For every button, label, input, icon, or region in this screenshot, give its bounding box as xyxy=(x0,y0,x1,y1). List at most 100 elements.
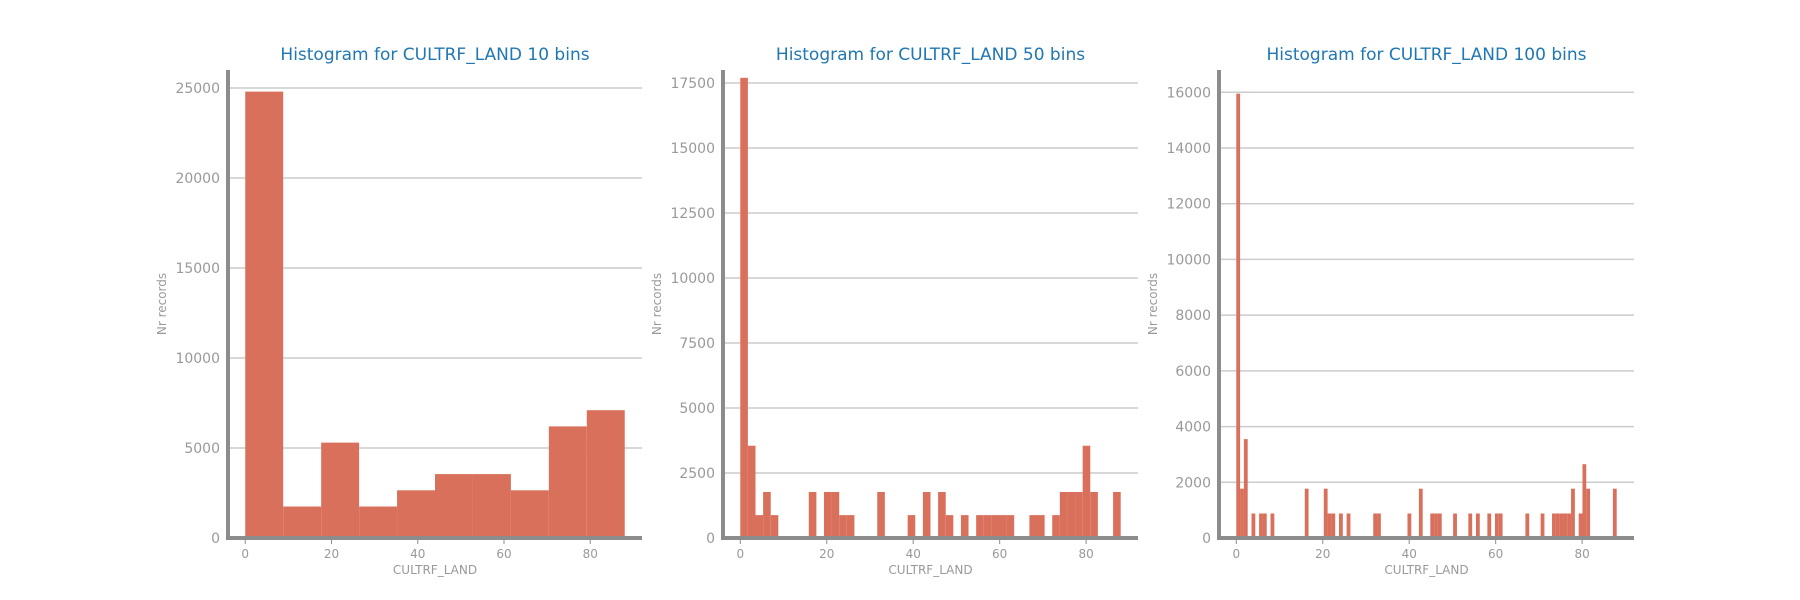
histogram-bar xyxy=(1468,513,1473,538)
histogram-bar xyxy=(1067,491,1076,538)
y-tick-label: 16000 xyxy=(1166,85,1211,101)
histogram-bar xyxy=(1563,513,1568,538)
histogram-bar xyxy=(839,515,847,538)
x-axis-label: CULTRF_LAND xyxy=(888,563,972,577)
y-tick-label: 10000 xyxy=(1166,252,1211,268)
histogram-bar xyxy=(1052,515,1060,538)
x-tick-label: 20 xyxy=(819,547,834,561)
histogram-bar xyxy=(1430,513,1435,538)
histogram-bar xyxy=(1082,445,1091,538)
histogram-bar xyxy=(1582,464,1587,538)
histogram-bar xyxy=(770,515,779,538)
histogram-bar xyxy=(1578,513,1583,538)
y-tick-label: 17500 xyxy=(670,76,715,92)
histogram-bar xyxy=(1259,513,1263,538)
histogram-bar xyxy=(1373,513,1378,538)
histogram-bar xyxy=(1304,488,1309,538)
histogram-bar xyxy=(922,491,931,538)
histogram-bar xyxy=(808,491,817,538)
histogram-bar xyxy=(1434,513,1438,538)
histogram-bar xyxy=(755,515,764,538)
histogram-bar xyxy=(1494,513,1499,538)
x-tick-label: 80 xyxy=(1574,547,1589,561)
histogram-bar xyxy=(1475,513,1480,538)
histogram-bar xyxy=(245,91,284,538)
histogram-bar xyxy=(823,491,832,538)
histogram-bar xyxy=(763,491,771,538)
histogram-bar xyxy=(1377,513,1381,538)
histogram-bar xyxy=(831,491,840,538)
histogram-bar xyxy=(846,515,855,538)
y-tick-label: 5000 xyxy=(184,441,220,457)
y-tick-label: 10000 xyxy=(175,351,220,367)
histogram-bar xyxy=(1567,513,1572,538)
histogram-bar xyxy=(1075,491,1083,538)
histogram-panel-1: 0 5000 10000 15000 20000 25000 0 20 40 60 80 Histog… xyxy=(155,45,642,577)
y-tick-label: 0 xyxy=(1202,531,1211,547)
histogram-bar xyxy=(1339,513,1343,538)
y-tick-label: 2000 xyxy=(1175,475,1211,491)
y-axis-label: Nr records xyxy=(650,273,664,335)
x-axis-label: CULTRF_LAND xyxy=(1384,563,1468,577)
histogram-bar xyxy=(1525,513,1530,538)
histogram-bar xyxy=(1113,491,1121,538)
histogram-bar xyxy=(1270,513,1275,538)
histogram-bar xyxy=(945,515,954,538)
x-tick-label: 80 xyxy=(1078,547,1093,561)
histogram-bar xyxy=(397,490,435,538)
histogram-bar xyxy=(1037,515,1045,538)
x-tick-label: 20 xyxy=(324,547,339,561)
histogram-bar xyxy=(1612,488,1617,538)
histogram-bar xyxy=(740,77,748,539)
x-tick-label: 40 xyxy=(410,547,425,561)
histogram-bar xyxy=(1453,513,1457,538)
histogram-bar xyxy=(1331,513,1336,538)
histogram-bar xyxy=(1586,488,1591,538)
y-tick-label: 12500 xyxy=(670,206,715,222)
histogram-bar xyxy=(1059,491,1068,538)
y-tick-label: 8000 xyxy=(1175,308,1211,324)
chart-title: Histogram for CULTRF_LAND 100 bins xyxy=(1267,45,1587,65)
histogram-bar xyxy=(1236,93,1241,538)
histogram-bar xyxy=(976,515,984,538)
histogram-bar xyxy=(1437,513,1442,538)
histogram-bar xyxy=(747,445,756,538)
y-tick-label: 14000 xyxy=(1166,141,1211,157)
histogram-bar xyxy=(283,506,322,538)
histogram-bar xyxy=(1555,513,1560,538)
y-tick-label: 4000 xyxy=(1175,420,1211,436)
histogram-bar xyxy=(1346,513,1351,538)
histogram-bar xyxy=(1323,488,1328,538)
histogram-bar xyxy=(1251,513,1256,538)
histogram-bar xyxy=(1090,491,1098,538)
y-axis-label: Nr records xyxy=(1146,273,1160,335)
histogram-bar xyxy=(1240,488,1244,538)
x-tick-label: 0 xyxy=(241,547,249,561)
x-tick-label: 60 xyxy=(496,547,511,561)
x-tick-label: 60 xyxy=(992,547,1007,561)
histogram-bar xyxy=(1487,513,1492,538)
histogram-bar xyxy=(1243,439,1248,538)
histogram-bar xyxy=(1571,488,1575,538)
histogram-bar xyxy=(1327,513,1332,538)
y-axis-label: Nr records xyxy=(155,273,169,335)
x-tick-label: 80 xyxy=(583,547,598,561)
y-tick-label: 25000 xyxy=(175,81,220,97)
histogram-bar xyxy=(983,515,992,538)
y-tick-label: 10000 xyxy=(670,271,715,287)
histogram-bar xyxy=(998,515,1007,538)
histogram-bar xyxy=(1262,513,1267,538)
y-tick-label: 5000 xyxy=(679,401,715,417)
histogram-bar xyxy=(938,491,946,538)
chart-title: Histogram for CULTRF_LAND 10 bins xyxy=(280,45,589,65)
x-tick-label: 0 xyxy=(1232,547,1240,561)
y-tick-label: 12000 xyxy=(1166,197,1211,213)
histogram-bar xyxy=(1540,513,1545,538)
histogram-bar xyxy=(1498,513,1503,538)
histogram-bar xyxy=(359,506,398,538)
histogram-bar xyxy=(321,442,360,538)
y-tick-label: 0 xyxy=(211,531,220,547)
chart-title: Histogram for CULTRF_LAND 50 bins xyxy=(776,45,1085,65)
y-tick-label: 20000 xyxy=(175,171,220,187)
